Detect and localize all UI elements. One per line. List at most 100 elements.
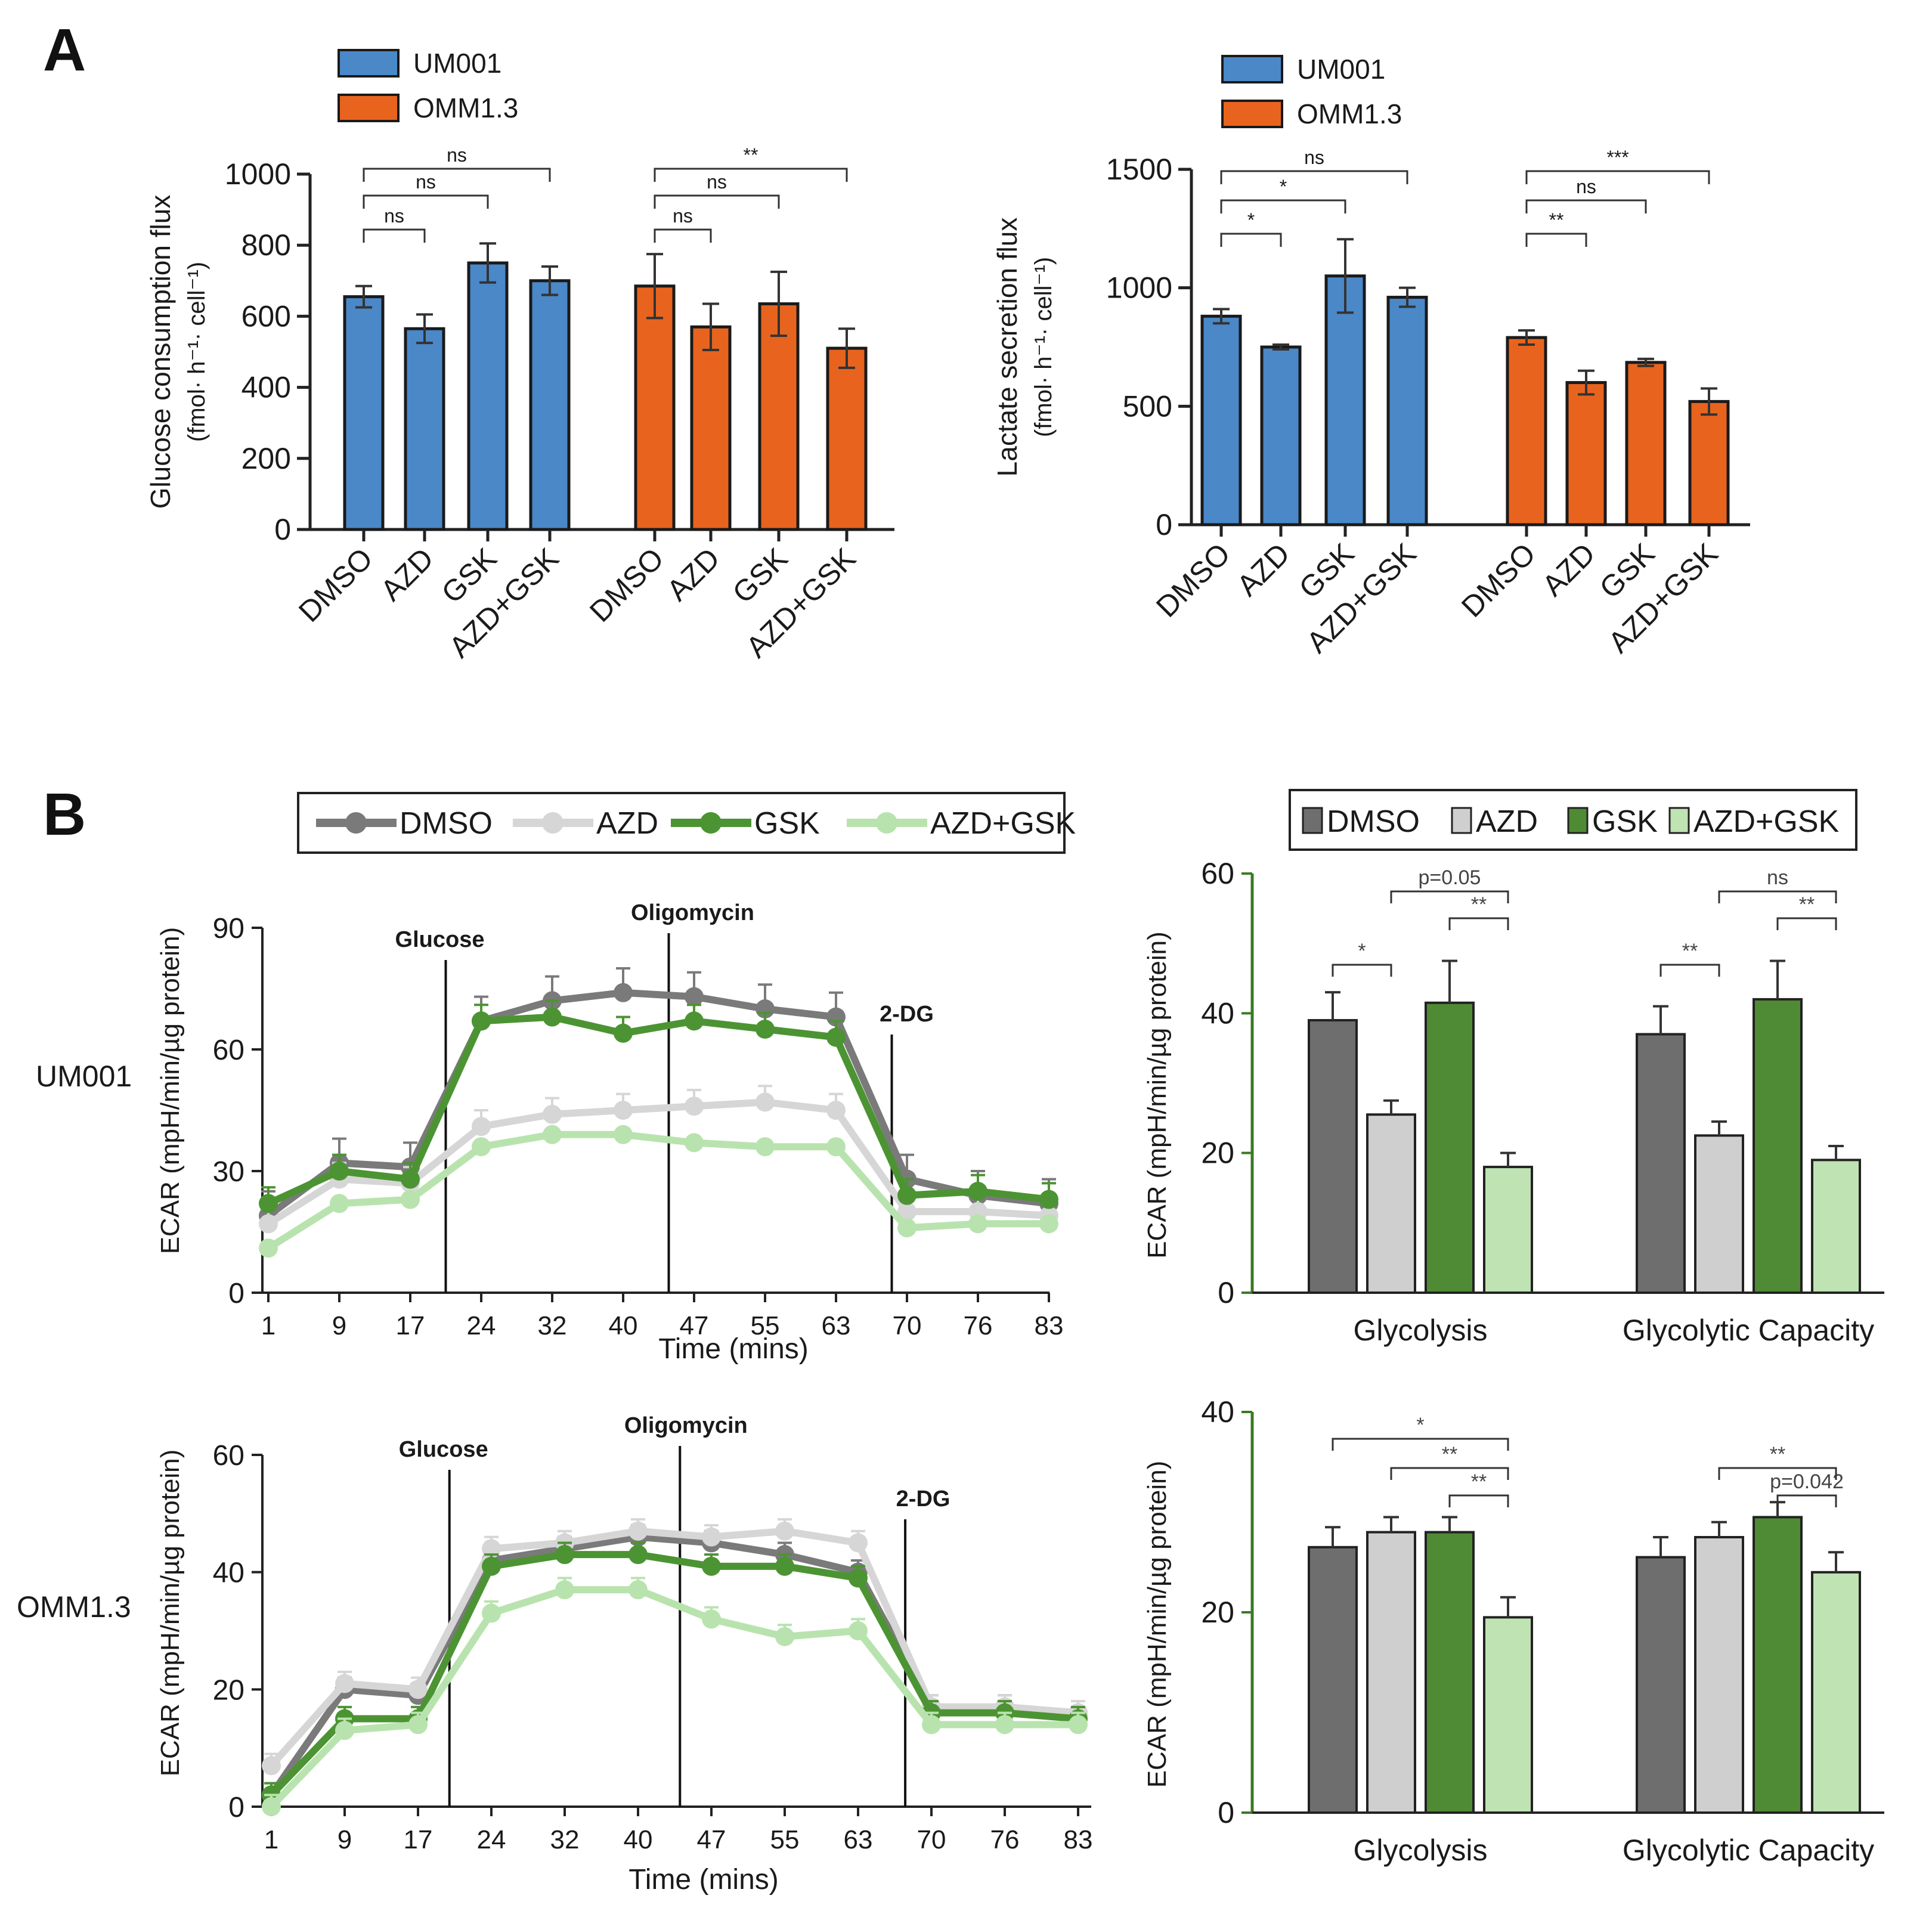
y-tick-label: 40 bbox=[1201, 996, 1234, 1030]
y-tick-label: 60 bbox=[213, 1035, 244, 1066]
legend-label: AZD bbox=[596, 806, 658, 841]
y-axis-label: ECAR (mpH/min/µg protein) bbox=[156, 927, 185, 1255]
significance-bracket bbox=[654, 228, 712, 243]
significance-bracket bbox=[1220, 233, 1282, 247]
significance-label: ns bbox=[707, 171, 727, 193]
data-point bbox=[408, 1715, 428, 1735]
bar bbox=[634, 284, 676, 531]
bar bbox=[1308, 1019, 1358, 1294]
x-tick-label: AZD bbox=[1230, 537, 1296, 602]
data-point bbox=[756, 1020, 775, 1039]
significance-label: ** bbox=[1471, 893, 1487, 916]
legend-swatch bbox=[1302, 807, 1323, 834]
data-point bbox=[472, 1117, 491, 1136]
panel-label-b: B bbox=[43, 781, 86, 848]
panel-b-legends: DMSO AZD GSK AZD+GSK DMSO AZD GSK AZD+GSK bbox=[297, 789, 1857, 854]
bar bbox=[1483, 1616, 1533, 1814]
bar bbox=[1425, 1001, 1475, 1294]
bar bbox=[1636, 1033, 1686, 1294]
significance-bracket bbox=[1332, 1438, 1509, 1451]
significance-bracket bbox=[1390, 890, 1509, 903]
data-point bbox=[335, 1721, 354, 1741]
bar bbox=[690, 325, 732, 531]
x-tick-label: 47 bbox=[697, 1825, 726, 1854]
x-tick-label: 76 bbox=[990, 1825, 1020, 1854]
significance-bracket bbox=[1776, 917, 1837, 930]
data-point bbox=[685, 987, 704, 1006]
series-line bbox=[268, 1527, 1079, 1769]
significance-label: ** bbox=[1442, 1443, 1457, 1466]
data-point bbox=[1039, 1190, 1058, 1209]
bar bbox=[467, 261, 509, 531]
y-tick-label: 20 bbox=[1201, 1596, 1234, 1629]
data-point bbox=[330, 1194, 349, 1213]
y-axis-unit: (fmol· h⁻¹· cell⁻¹) bbox=[184, 262, 210, 442]
bar bbox=[1308, 1546, 1358, 1814]
bar bbox=[1753, 1516, 1803, 1814]
x-tick-label: AZD bbox=[660, 541, 726, 607]
group-label: Glycolysis bbox=[1353, 1834, 1487, 1867]
x-tick-label: 63 bbox=[822, 1311, 851, 1340]
data-point bbox=[472, 1011, 491, 1031]
y-tick-label: 90 bbox=[213, 913, 244, 944]
y-tick-label: 30 bbox=[213, 1156, 244, 1188]
x-tick-label: 1 bbox=[261, 1311, 275, 1340]
y-tick-label: 600 bbox=[242, 299, 291, 333]
data-point bbox=[262, 1756, 281, 1776]
x-tick-label: DMSO bbox=[1455, 537, 1542, 624]
x-tick-label: 70 bbox=[917, 1825, 946, 1854]
bar bbox=[1565, 381, 1607, 527]
y-tick-label: 20 bbox=[213, 1674, 244, 1706]
legend-swatch bbox=[338, 49, 400, 78]
legend-swatch bbox=[1221, 55, 1283, 83]
glucose-flux-chart: UM001 OMM1.3 0 200 400 600 800 1000 Glucose cons… bbox=[145, 48, 894, 664]
data-point bbox=[330, 1162, 349, 1181]
data-point bbox=[614, 1125, 633, 1144]
data-point bbox=[826, 1101, 846, 1120]
bar bbox=[343, 295, 385, 531]
y-tick-label: 0 bbox=[1156, 508, 1172, 541]
legend-label: GSK bbox=[754, 806, 820, 841]
significance-bracket bbox=[1525, 170, 1710, 184]
ecar-um001-bar-chart: 0 20 40 60 ECAR (mpH/min/µg protein) Glycolys… bbox=[1143, 857, 1884, 1347]
legend-swatch bbox=[1668, 807, 1690, 834]
data-point bbox=[897, 1218, 917, 1238]
significance-label: * bbox=[1247, 209, 1255, 231]
x-tick-label: 55 bbox=[770, 1825, 800, 1854]
injection-marker-label: 2-DG bbox=[896, 1486, 950, 1512]
series-line bbox=[268, 1533, 1079, 1797]
significance-label: ns bbox=[416, 171, 436, 193]
bar bbox=[1694, 1134, 1744, 1294]
data-point bbox=[775, 1556, 794, 1576]
ecar-omm-line-chart: OMM1.3 0 20 40 60 1 9 17 24 32 40 47 55 63 70 76 83 Time … bbox=[17, 1413, 1092, 1896]
x-tick-label: 83 bbox=[1035, 1311, 1064, 1340]
bar bbox=[1811, 1571, 1861, 1814]
panel-label-a: A bbox=[43, 17, 86, 83]
x-tick-label: 63 bbox=[844, 1825, 873, 1854]
data-point bbox=[756, 1092, 775, 1112]
significance-bracket bbox=[1718, 890, 1837, 903]
y-tick-label: 20 bbox=[1201, 1136, 1234, 1170]
significance-bracket bbox=[1390, 1467, 1509, 1480]
series-line bbox=[268, 1551, 1079, 1798]
bar bbox=[529, 279, 571, 531]
legend-label: OMM1.3 bbox=[1297, 98, 1402, 129]
y-tick-label: 800 bbox=[242, 228, 291, 262]
data-point bbox=[995, 1715, 1014, 1735]
y-axis-unit: (fmol· h⁻¹· cell⁻¹) bbox=[1030, 257, 1057, 437]
legend-label: DMSO bbox=[400, 806, 493, 841]
significance-bracket bbox=[363, 228, 426, 243]
x-tick-label: 32 bbox=[538, 1311, 567, 1340]
significance-label: ns bbox=[673, 205, 693, 227]
data-point bbox=[897, 1185, 917, 1205]
significance-label: ** bbox=[1549, 209, 1564, 231]
significance-bracket bbox=[1220, 170, 1408, 184]
x-tick-label: 76 bbox=[964, 1311, 993, 1340]
legend-label: OMM1.3 bbox=[413, 92, 518, 123]
y-tick-label: 40 bbox=[1201, 1395, 1234, 1429]
data-point bbox=[702, 1609, 721, 1629]
data-point bbox=[702, 1556, 721, 1576]
data-point bbox=[408, 1680, 428, 1699]
x-tick-label: 55 bbox=[751, 1311, 780, 1340]
